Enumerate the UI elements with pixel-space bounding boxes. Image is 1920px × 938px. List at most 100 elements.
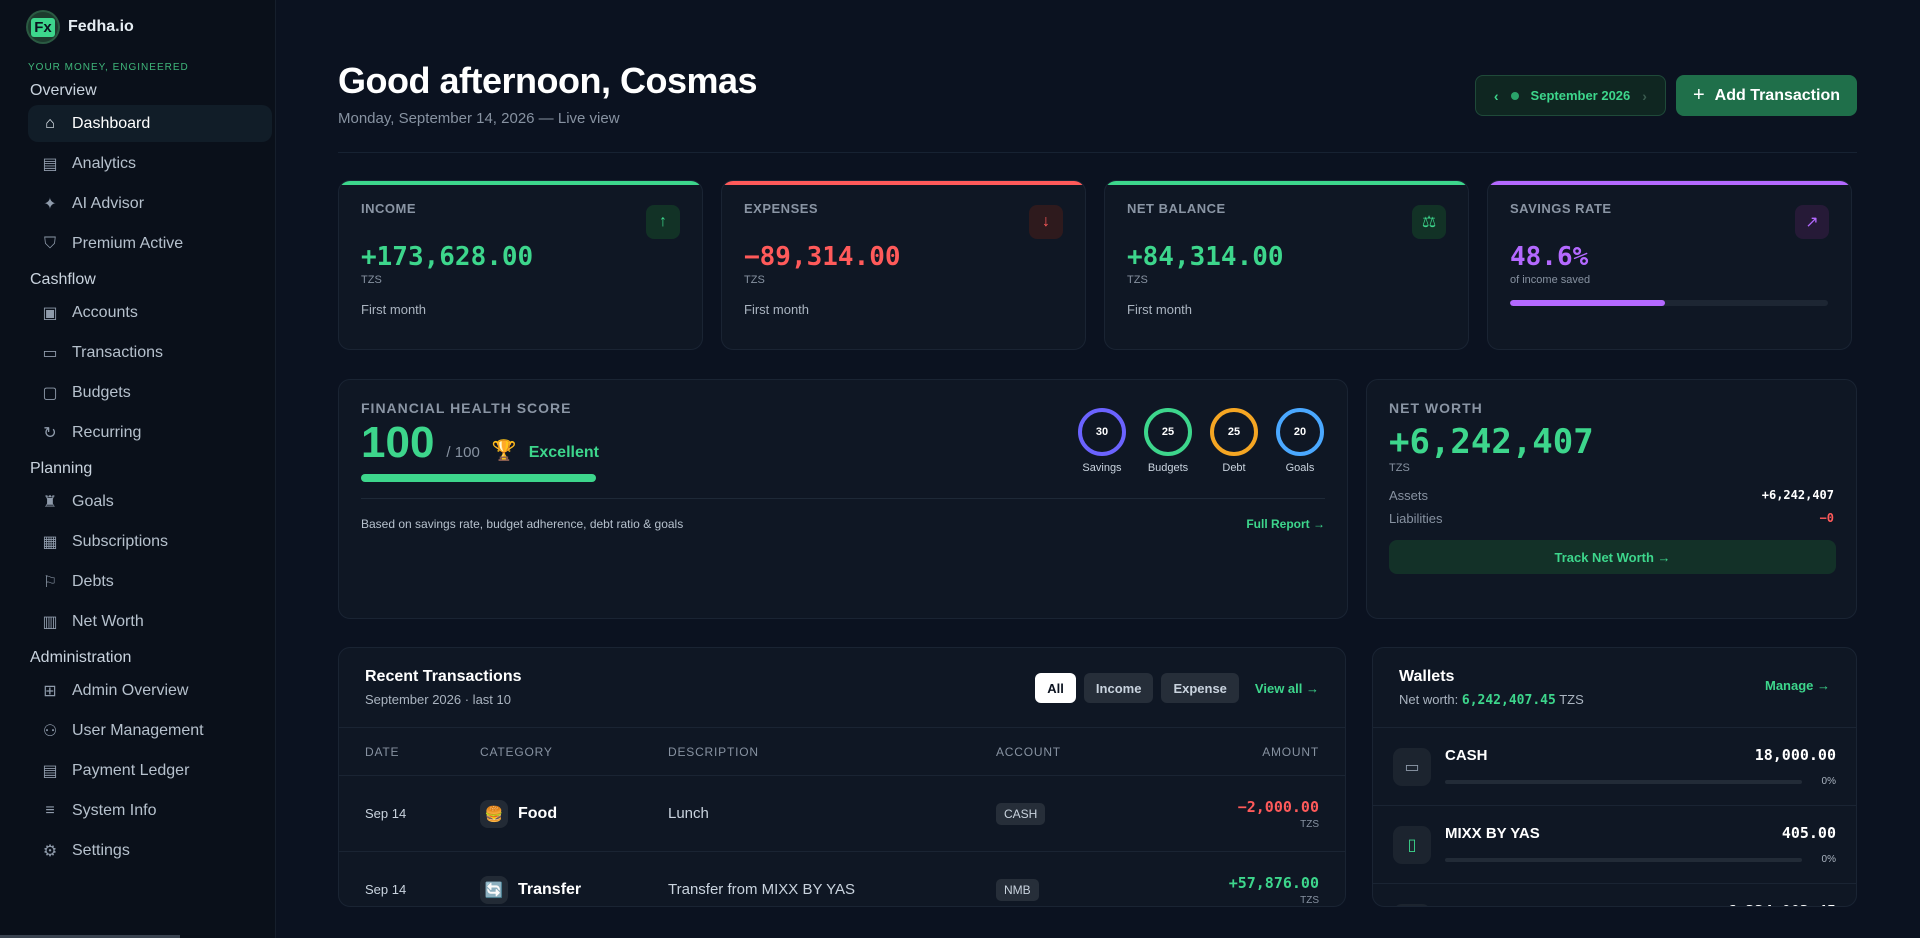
stat-accent-bar [722,181,1085,185]
sidebar-item-payment-ledger[interactable]: ▤ Payment Ledger [28,752,272,789]
sidebar-item-label: Settings [72,841,130,859]
sidebar-item-dashboard[interactable]: ⌂ Dashboard [28,105,272,142]
add-transaction-button[interactable]: + Add Transaction [1675,75,1857,116]
stat-unit: TZS [1127,274,1148,286]
cash-icon: ▭ [1393,747,1431,786]
sidebar-item-admin-overview[interactable]: ⊞ Admin Overview [28,672,272,709]
filter-income[interactable]: Income [1083,673,1154,703]
stat-footnote: First month [744,302,810,317]
transactions-subtitle: September 2026 · last 10 [365,692,511,707]
txn-date: Sep 14 [365,806,407,821]
wallet-item[interactable]: ▭ CASH 18,000.00 0% [1373,728,1856,806]
stat-footnote: First month [1127,302,1193,317]
trend-up-icon: ↗ [1795,205,1829,239]
transfer-icon: 🔄 [480,875,508,904]
stat-cards: INCOME ↑ +173,628.00 TZS First month EXPENSES… [338,180,1857,350]
txn-amount-unit: TZS [1300,894,1319,906]
sidebar-item-label: Recurring [72,423,142,441]
networth-label: NET WORTH [1389,400,1483,416]
table-header: DATE CATEGORY DESCRIPTION ACCOUNT AMOUNT [339,728,1345,776]
trophy-icon: 🏆 [491,440,517,462]
stat-label: NET BALANCE [1127,201,1226,216]
calendar-icon: ▦ [42,533,58,551]
txn-amount: −2,000.00 [1237,797,1319,816]
wallet-share-percent: 0% [1821,776,1836,787]
table-row[interactable]: Sep 14 🍔 Food Lunch CASH −2,000.00 TZS [339,776,1345,852]
wallet-share-bar [1445,857,1802,862]
bank-icon: 🏛 [1393,903,1431,906]
filter-all[interactable]: All [1035,673,1076,703]
status-dot [1510,91,1519,100]
sidebar-item-analytics[interactable]: ▤ Analytics [28,145,272,182]
ring-label: Debt [1222,462,1246,474]
sidebar-item-recurring[interactable]: ↻ Recurring [28,414,272,451]
nav-group-title: Planning [30,460,93,477]
shield-icon: ⛉ [43,234,56,252]
wallet-name: MIXX BY YAS [1445,825,1540,842]
sidebar-item-label: Dashboard [72,114,151,132]
page-subtitle: Monday, September 14, 2026 — Live view [338,110,620,127]
liabilities-value: −0 [1819,511,1834,525]
txn-category: 🍔 Food [480,799,668,828]
view-all-link[interactable]: View all → [1254,680,1319,696]
financial-health-card: FINANCIAL HEALTH SCORE 100 / 100 🏆 Excel… [338,379,1348,619]
sidebar-item-system-info[interactable]: ≡ System Info [28,792,272,829]
sidebar-item-label: Accounts [72,303,138,321]
month-picker[interactable]: ‹ September 2026 › [1474,75,1666,116]
chevron-left-icon[interactable]: ‹ [1493,87,1499,104]
trophy-icon: ♜ [42,493,58,511]
scale-icon: ⚖ [1412,205,1446,239]
tagline: YOUR MONEY, ENGINEERED [28,62,189,73]
wallet-item[interactable]: 🏛NMB6,224,002.45100% [1373,884,1856,906]
sidebar: Fx Fedha.io YOUR MONEY, ENGINEERED Overv… [0,0,276,938]
txn-account-badge: CASH [996,802,1046,825]
sidebar-item-premium-active[interactable]: ⛉ Premium Active [28,225,272,262]
sparkle-icon: ✦ [43,195,57,213]
nav-group-title: Cashflow [30,271,96,288]
filter-expense[interactable]: Expense [1161,673,1239,703]
health-ring-debt: 25 Debt [1209,408,1259,474]
sidebar-item-accounts[interactable]: ▣ Accounts [28,294,272,331]
card-icon: ▭ [42,344,58,362]
burger-icon: 🍔 [480,799,508,828]
sidebar-item-net-worth[interactable]: ▥ Net Worth [28,603,272,640]
health-label: FINANCIAL HEALTH SCORE [361,400,572,416]
chevron-right-icon[interactable]: › [1642,87,1647,104]
wallet-name: CASH [1445,747,1488,764]
brand[interactable]: Fx Fedha.io [28,12,275,42]
txn-description: Transfer from MIXX BY YAS [668,881,856,898]
ring-label: Budgets [1147,462,1189,474]
txn-amount: +57,876.00 [1228,873,1319,892]
wallets-subtitle: Net worth: 6,242,407.45 TZS [1399,692,1584,708]
sidebar-item-budgets[interactable]: ▢ Budgets [28,374,272,411]
arrow-up-icon: ↑ [646,205,680,239]
sidebar-item-settings[interactable]: ⚙ Settings [28,832,272,869]
assets-row: Assets +6,242,407 [1389,488,1834,503]
sidebar-item-debts[interactable]: ⚐ Debts [28,563,272,600]
logo: Fx [28,12,58,42]
txn-account-badge: NMB [996,878,1039,901]
sidebar-item-subscriptions[interactable]: ▦ Subscriptions [28,523,272,560]
full-report-link[interactable]: Full Report → [1246,517,1325,531]
sidebar-scrollbar[interactable] [0,935,180,938]
health-score-max: / 100 [446,444,480,461]
brand-name: Fedha.io [68,18,134,35]
sidebar-item-transactions[interactable]: ▭ Transactions [28,334,272,371]
wallet-share-percent: 0% [1821,854,1836,865]
table-row[interactable]: Sep 14 🔄 Transfer Transfer from MIXX BY YAS… [339,852,1345,906]
sidebar-item-goals[interactable]: ♜ Goals [28,483,272,520]
ring-value: 25 [1144,408,1192,456]
stat-card-savings-rate: SAVINGS RATE ↗ 48.6% of income saved [1487,180,1852,350]
sidebar-item-user-management[interactable]: ⚇ User Management [28,712,272,749]
stat-value: −89,314.00 [744,242,901,272]
txn-category: 🔄 Transfer [480,875,668,904]
sidebar-item-ai-advisor[interactable]: ✦ AI Advisor [28,185,272,222]
grid-icon: ⊞ [43,682,57,700]
manage-wallets-link[interactable]: Manage → [1764,678,1830,693]
main-content: Good afternoon, Cosmas Monday, September… [276,0,1920,938]
wallet-item[interactable]: ▯ MIXX BY YAS 405.00 0% [1373,806,1856,884]
track-net-worth-button[interactable]: Track Net Worth → [1389,540,1836,574]
liabilities-row: Liabilities −0 [1389,511,1834,526]
health-ring-savings: 30 Savings [1077,408,1127,474]
wallets-card: Wallets Net worth: 6,242,407.45 TZS Mana… [1372,647,1857,907]
